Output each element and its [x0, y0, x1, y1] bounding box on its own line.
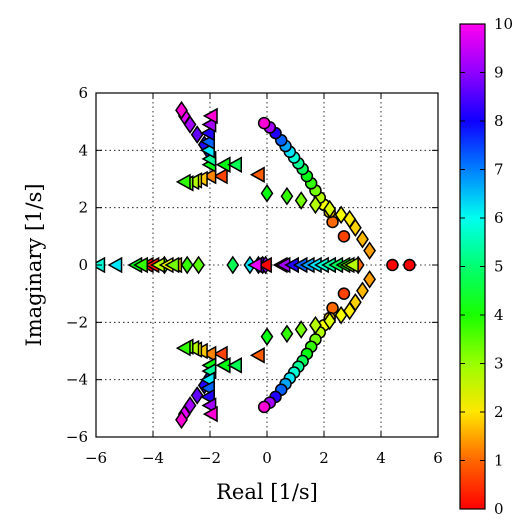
circle-marker [326, 301, 339, 315]
x-tick-labels: −6 −4 −2 0 2 4 6 [85, 449, 443, 467]
colorbar-tick-label: 5 [494, 258, 504, 276]
triangle-marker [212, 345, 228, 363]
y-tick-label: 4 [78, 141, 88, 159]
y-tick-label: 6 [78, 84, 88, 102]
y-tick-label: 2 [78, 199, 88, 217]
diamond-marker [190, 386, 204, 405]
triangle-marker [202, 405, 218, 423]
colorbar-tick-label: 2 [494, 403, 504, 421]
diamond-marker [192, 255, 206, 275]
x-tick-label: 2 [319, 449, 329, 467]
x-axis-label: Real [1/s] [216, 480, 318, 504]
colorbar-tick-labels: 0 1 2 3 4 5 6 7 8 9 10 [494, 15, 513, 518]
y-tick-label: −6 [66, 428, 88, 446]
x-tick-label: 4 [376, 449, 386, 467]
diamond-marker [294, 320, 308, 339]
colorbar-tick-label: 6 [494, 209, 504, 227]
diamond-marker [280, 186, 294, 206]
triangle-marker [175, 339, 191, 357]
colorbar-tick-label: 9 [494, 64, 504, 82]
triangle-marker [227, 156, 242, 173]
circle-marker [257, 400, 271, 414]
triangle-marker [133, 256, 148, 274]
circle-marker [337, 287, 351, 300]
circle-marker [337, 230, 351, 243]
diamond-marker [309, 195, 322, 215]
x-tick-label: 6 [433, 449, 443, 467]
x-tick-label: −2 [199, 449, 221, 467]
diamond-marker [280, 324, 294, 344]
colorbar-tick-label: 4 [494, 306, 504, 324]
triangle-marker [257, 256, 272, 274]
triangle-marker [201, 167, 217, 185]
diamond-marker [323, 311, 337, 331]
triangle-marker [202, 107, 218, 125]
x-tick-label: 0 [262, 449, 272, 467]
triangle-marker [249, 166, 265, 183]
triangle-marker [212, 167, 228, 185]
colorbar-tick-label: 3 [494, 355, 504, 373]
diamond-marker [363, 270, 377, 289]
triangle-marker [107, 256, 123, 274]
diamond-marker [356, 281, 369, 301]
diamond-marker [356, 229, 369, 249]
triangle-marker [201, 345, 217, 363]
circle-marker [403, 258, 416, 272]
diamond-marker [175, 410, 188, 430]
circle-marker [326, 215, 339, 229]
diamond-marker [260, 184, 274, 203]
colorbar-tick-label: 7 [494, 161, 504, 179]
y-tick-label: −2 [66, 313, 88, 331]
circle-marker [257, 116, 271, 130]
y-axis-label: Imaginary [1/s] [22, 183, 46, 346]
markers-layer [96, 100, 416, 430]
colorbar-tick-label: 10 [494, 15, 513, 33]
circle-marker [386, 258, 399, 272]
y-tick-label: −4 [66, 371, 88, 389]
triangle-marker [175, 173, 191, 191]
diamond-marker [309, 315, 322, 335]
colorbar-tick-label: 0 [494, 500, 504, 518]
colorbar-tick-label: 8 [494, 112, 504, 130]
triangle-marker [227, 357, 242, 374]
triangle-marker [249, 347, 265, 364]
diamond-marker [363, 241, 377, 260]
x-tick-label: −4 [142, 449, 164, 467]
colorbar-tick-label: 1 [494, 452, 504, 470]
diamond-marker [180, 255, 194, 275]
triangle-marker [247, 256, 262, 274]
y-tick-label: 0 [78, 256, 88, 274]
diamond-marker [226, 255, 240, 275]
diamond-marker [334, 205, 348, 225]
diamond-marker [294, 191, 308, 210]
diamond-marker [190, 125, 204, 144]
colorbar-ticks [460, 23, 485, 510]
diamond-marker [175, 100, 188, 120]
triangle-marker [164, 256, 180, 274]
x-tick-label: −6 [85, 449, 107, 467]
diamond-marker [323, 199, 337, 219]
diamond-marker [260, 327, 274, 346]
y-tick-labels: −6 −4 −2 0 2 4 6 [66, 84, 88, 446]
axis-ticks [95, 92, 439, 438]
triangle-marker [343, 256, 359, 274]
diamond-marker [334, 305, 348, 325]
